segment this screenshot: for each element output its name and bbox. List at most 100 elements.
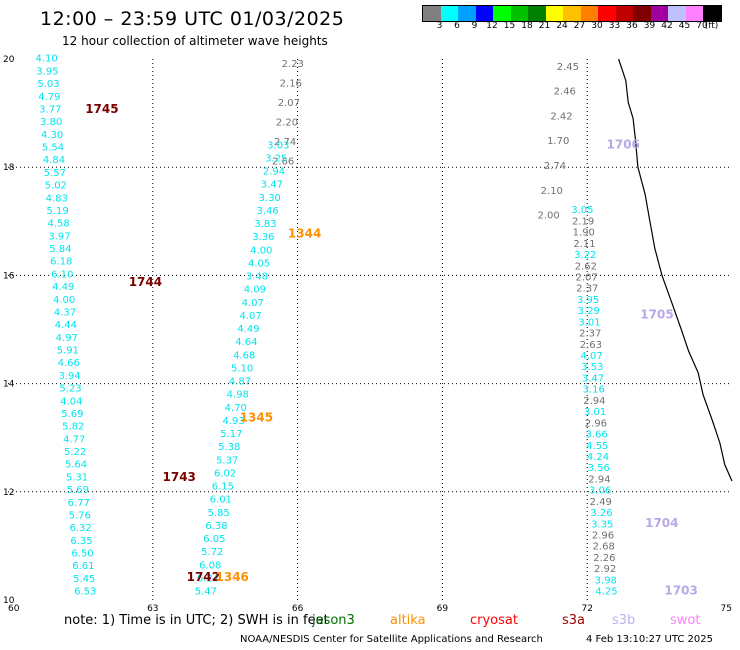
color-swatch [633, 6, 651, 21]
generation-timestamp: 4 Feb 13:10:27 UTC 2025 [586, 634, 713, 645]
wave-height-value: 4.87 [229, 377, 251, 388]
wave-height-value: 4.05 [248, 258, 270, 269]
wave-height-value: 5.10 [231, 363, 253, 374]
wave-height-value: 3.05 [571, 205, 593, 216]
satellite-legend-item: cryosat [470, 613, 518, 628]
pass-time-label: 1745 [85, 102, 118, 116]
wave-height-value: 3.53 [581, 362, 603, 373]
y-tick-label: 10 [3, 596, 15, 606]
wave-height-value: 2.11 [573, 239, 595, 250]
pass-time-label: 1742 [187, 570, 220, 584]
wave-height-value: 4.70 [225, 403, 247, 414]
y-tick-label: 16 [3, 271, 15, 281]
wave-height-value: 2.66 [272, 157, 294, 168]
wave-height-value: 5.45 [73, 574, 95, 585]
wave-height-value: 3.95 [36, 66, 58, 77]
wave-height-value: 3.77 [39, 105, 61, 116]
page-title: 12:00 – 23:59 UTC 01/03/2025 [40, 8, 345, 30]
wave-height-value: 4.64 [235, 337, 257, 348]
satellite-legend: jason3 altika cryosat s3a s3b swot [0, 613, 740, 629]
wave-height-value: 6.01 [210, 495, 232, 506]
wave-height-value: 4.55 [586, 441, 608, 452]
satellite-legend-item: jason3 [312, 613, 355, 628]
x-tick-label: 72 [581, 604, 592, 614]
wave-height-value: 5.84 [49, 244, 71, 255]
wave-height-value: 4.25 [595, 587, 617, 598]
coastline-path [618, 58, 733, 482]
wave-height-value: 3.94 [58, 371, 80, 382]
wave-height-value: 2.63 [580, 340, 602, 351]
wave-height-value: 5.69 [67, 485, 89, 496]
y-tick-label: 14 [3, 380, 15, 390]
wave-height-value: 4.00 [250, 245, 272, 256]
wave-height-value: 5.31 [66, 472, 88, 483]
wave-height-value: 6.35 [70, 536, 92, 547]
wave-height-value: 6.15 [212, 482, 234, 493]
pass-time-label: 1346 [216, 570, 249, 584]
wave-height-value: 3.97 [48, 231, 70, 242]
wave-height-value: 5.76 [69, 511, 91, 522]
wave-height-value: 3.47 [261, 180, 283, 191]
wave-height-value: 3.30 [259, 193, 281, 204]
pass-time-label: 1706 [607, 137, 640, 151]
satellite-legend-item: altika [390, 613, 426, 628]
pass-time-label: 1703 [664, 584, 697, 598]
wave-height-value: 3.03 [267, 140, 289, 151]
wave-height-value: 3.16 [583, 385, 605, 396]
wave-height-value: 4.93 [222, 416, 244, 427]
color-scale-label: 27 [573, 21, 586, 31]
coastline [618, 58, 733, 482]
pass-time-label: 1743 [163, 470, 196, 484]
color-scale-label: 21 [538, 21, 551, 31]
wave-height-value: 2.07 [575, 273, 597, 284]
pass-time-label: 1344 [288, 227, 321, 241]
color-swatch [545, 6, 563, 21]
wave-height-value: 5.54 [42, 143, 64, 154]
wave-height-value: 3.01 [578, 317, 600, 328]
y-tick-label: 18 [3, 163, 15, 173]
wave-height-value: 3.25 [265, 153, 287, 164]
wave-height-value: 2.26 [593, 553, 615, 564]
wave-height-value: 6.50 [71, 549, 93, 560]
wave-height-value: 2.37 [579, 329, 601, 340]
wave-height-value: 4.07 [239, 311, 261, 322]
wave-height-value: 2.00 [537, 211, 559, 222]
color-scale-label: 12 [486, 21, 498, 31]
wave-height-value: 4.49 [237, 324, 259, 335]
wave-height-value: 2.46 [554, 87, 576, 98]
wave-height-value: 4.07 [242, 298, 264, 309]
wave-height-value: 2.68 [593, 542, 615, 553]
wave-height-value: 4.09 [244, 285, 266, 296]
x-tick-label: 75 [721, 604, 732, 614]
wave-height-value: 3.47 [582, 374, 604, 385]
color-scale-bar [422, 5, 722, 22]
wave-height-value: 5.22 [64, 447, 86, 458]
color-swatch [510, 6, 528, 21]
color-scale-label: (ft) [704, 21, 719, 31]
wave-height-value: 6.10 [51, 269, 73, 280]
wave-height-value: 3.26 [590, 508, 612, 519]
wave-height-value: 2.94 [583, 396, 605, 407]
wave-height-value: 2.74 [274, 137, 296, 148]
color-scale-label: 33 [608, 21, 621, 31]
pass-time-label: 1744 [129, 275, 162, 289]
wave-height-value: 4.79 [38, 92, 60, 103]
wave-height-value: 5.19 [46, 206, 68, 217]
color-scale-label: 45 [678, 21, 691, 31]
wave-height-value: 2.92 [594, 564, 616, 575]
wave-height-value: 3.56 [588, 463, 610, 474]
wave-height-value: 6.24 [197, 574, 219, 585]
page-subtitle: 12 hour collection of altimeter wave hei… [62, 34, 328, 48]
wave-height-value: 2.07 [278, 98, 300, 109]
wave-height-value: 5.57 [44, 168, 66, 179]
wave-height-value: 4.24 [587, 452, 609, 463]
wave-height-value: 2.74 [544, 161, 566, 172]
wave-height-value: 4.58 [47, 219, 69, 230]
pass-time-label: 1705 [640, 308, 673, 322]
x-tick-label: 66 [292, 604, 304, 614]
color-swatch [580, 6, 598, 21]
wave-height-value: 1.70 [547, 136, 569, 147]
wave-height-value: 4.04 [60, 396, 82, 407]
